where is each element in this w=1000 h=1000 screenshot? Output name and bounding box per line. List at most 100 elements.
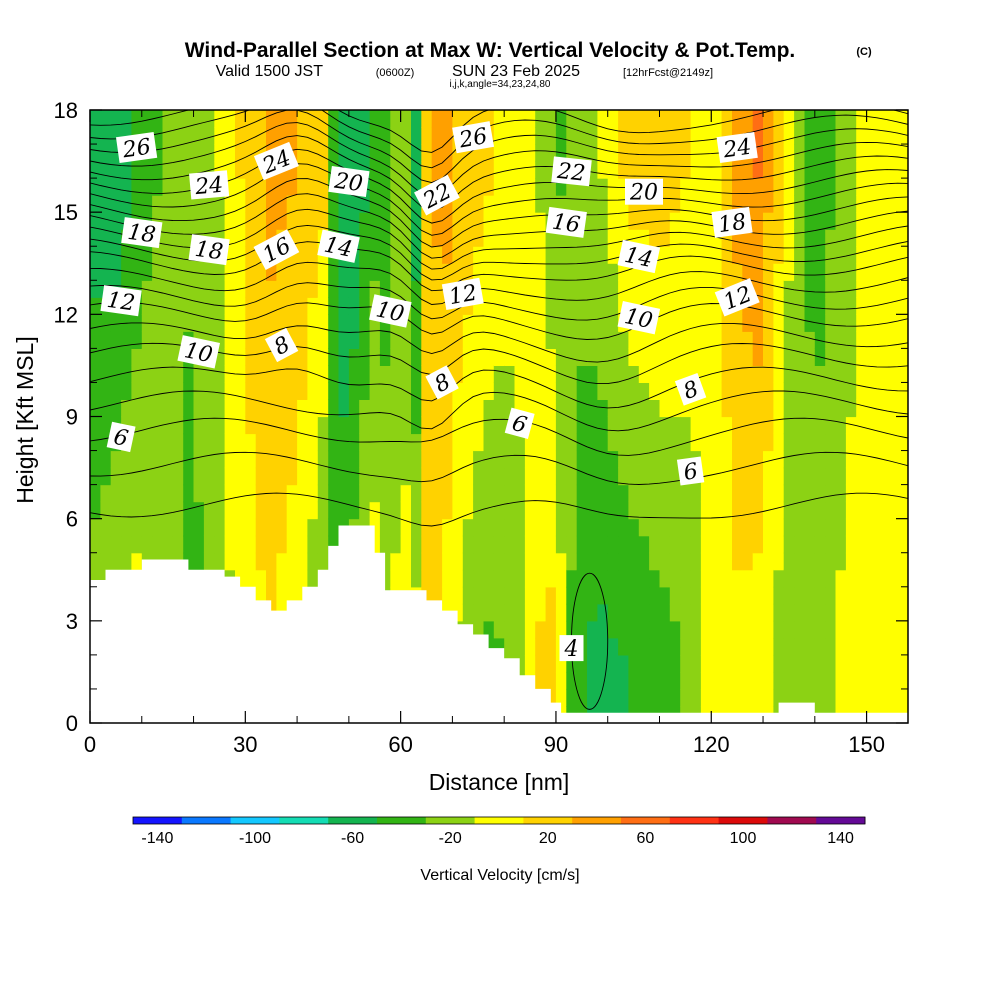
heatmap-cell — [576, 399, 588, 418]
heatmap-cell — [876, 654, 888, 673]
heatmap-cell — [649, 161, 661, 179]
heatmap-cell — [369, 127, 381, 145]
heatmap-cell — [845, 654, 857, 673]
heatmap-cell — [266, 110, 277, 128]
heatmap-cell — [597, 552, 609, 571]
isentrope-line — [90, 301, 908, 340]
heatmap-cell — [431, 161, 443, 179]
heatmap-cell — [732, 263, 743, 281]
heatmap-cell — [317, 518, 329, 537]
heatmap-cell — [555, 620, 567, 639]
heatmap-cell — [203, 195, 215, 213]
heatmap-cell — [276, 382, 288, 400]
heatmap-cell — [421, 399, 433, 418]
heatmap-cell — [835, 348, 847, 366]
y-tick-label: 3 — [66, 609, 78, 634]
heatmap-cell — [545, 416, 557, 435]
heatmap-cell — [659, 348, 671, 366]
heatmap-cell — [328, 484, 340, 503]
heatmap-cell — [814, 297, 826, 315]
heatmap-cell — [763, 314, 774, 332]
heatmap-cell — [90, 433, 101, 452]
heatmap-cell — [442, 416, 454, 435]
heatmap-cell — [887, 569, 899, 588]
heatmap-cell — [483, 450, 495, 469]
heatmap-cell — [379, 195, 391, 213]
heatmap-cell — [628, 467, 640, 486]
heatmap-cell — [255, 450, 267, 469]
heatmap-cell — [669, 246, 681, 264]
heatmap-cell — [680, 586, 692, 605]
heatmap-cell — [555, 195, 567, 213]
heatmap-cell — [597, 314, 609, 332]
heatmap-cell — [214, 552, 226, 571]
heatmap-cell — [711, 127, 723, 145]
heatmap-cell — [638, 365, 650, 383]
heatmap-cell — [773, 246, 785, 264]
heatmap-cell — [607, 433, 619, 452]
heatmap-cell — [742, 484, 754, 503]
heatmap-cell — [172, 127, 184, 145]
heatmap-cell — [638, 212, 650, 230]
heatmap-cell — [576, 603, 588, 622]
colorbar-tick-label: -60 — [341, 830, 364, 847]
heatmap-cell — [763, 263, 774, 281]
heatmap-cell — [618, 161, 630, 179]
heatmap-cell — [576, 365, 588, 383]
heatmap-cell — [876, 620, 888, 639]
heatmap-cell — [721, 365, 733, 383]
heatmap-cell — [183, 467, 195, 486]
heatmap-cell — [452, 467, 464, 486]
x-tick-label: 90 — [544, 732, 568, 757]
heatmap-cell — [431, 212, 443, 230]
heatmap-cell — [369, 314, 381, 332]
heatmap-cell — [483, 212, 495, 230]
heatmap-cell — [659, 586, 671, 605]
heatmap-cell — [162, 297, 174, 315]
heatmap-cell — [669, 603, 681, 622]
heatmap-cell — [483, 331, 495, 349]
heatmap-cell — [483, 246, 495, 264]
heatmap-cell — [649, 671, 661, 690]
heatmap-cell — [452, 501, 464, 520]
heatmap-cell — [587, 467, 598, 486]
heatmap-cell — [597, 654, 609, 673]
heatmap-cell — [773, 654, 785, 673]
heatmap-cell — [473, 144, 485, 162]
heatmap-cell — [131, 365, 143, 383]
heatmap-cell — [245, 484, 257, 503]
heatmap-cell — [514, 654, 526, 673]
heatmap-cell — [721, 450, 733, 469]
heatmap-cell — [773, 688, 785, 707]
heatmap-cell — [524, 552, 536, 571]
heatmap-cell — [576, 484, 588, 503]
heatmap-cell — [100, 263, 112, 281]
heatmap-cell — [266, 263, 277, 281]
heatmap-cell — [524, 535, 536, 554]
heatmap-cell — [338, 263, 350, 281]
heatmap-cell — [431, 246, 443, 264]
heatmap-cell — [131, 433, 143, 452]
heatmap-cell — [825, 416, 837, 435]
heatmap-cell — [535, 382, 547, 400]
svg-text:6: 6 — [682, 459, 699, 486]
heatmap-cell — [524, 518, 536, 537]
y-tick-label: 0 — [66, 711, 78, 736]
heatmap-cell — [255, 297, 267, 315]
heatmap-cell — [390, 382, 402, 400]
heatmap-cell — [607, 450, 619, 469]
heatmap-cell — [483, 144, 495, 162]
heatmap-cell — [804, 416, 816, 435]
heatmap-cell — [286, 263, 298, 281]
heatmap-cell — [607, 535, 619, 554]
heatmap-cell — [763, 246, 774, 264]
heatmap-cell — [856, 535, 868, 554]
heatmap-cell — [338, 501, 350, 520]
heatmap-cell — [245, 348, 257, 366]
heatmap-cell — [493, 467, 505, 486]
colorbar-swatch — [474, 817, 524, 824]
heatmap-cell — [183, 178, 195, 196]
heatmap-cell — [856, 501, 868, 520]
heatmap-cell — [773, 569, 785, 588]
heatmap-cell — [266, 314, 277, 332]
